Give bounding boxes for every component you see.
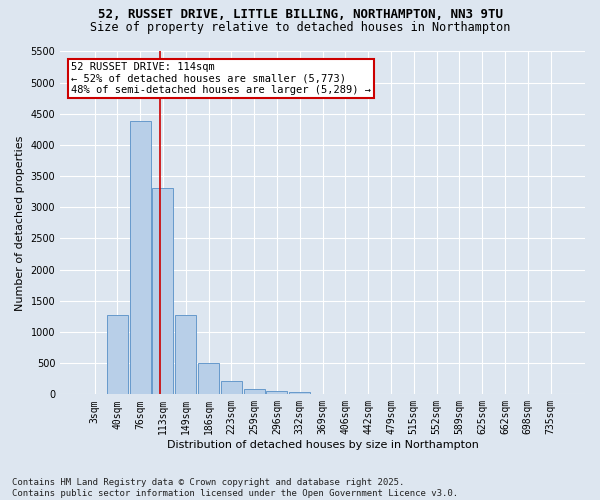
Bar	[244, 388, 265, 394]
Bar	[152, 188, 173, 394]
Bar	[266, 391, 287, 394]
Bar	[198, 363, 219, 394]
Bar	[289, 392, 310, 394]
Text: Size of property relative to detached houses in Northampton: Size of property relative to detached ho…	[90, 21, 510, 34]
Text: Contains HM Land Registry data © Crown copyright and database right 2025.
Contai: Contains HM Land Registry data © Crown c…	[12, 478, 458, 498]
Bar	[221, 381, 242, 394]
Bar	[107, 315, 128, 394]
X-axis label: Distribution of detached houses by size in Northampton: Distribution of detached houses by size …	[167, 440, 479, 450]
Text: 52, RUSSET DRIVE, LITTLE BILLING, NORTHAMPTON, NN3 9TU: 52, RUSSET DRIVE, LITTLE BILLING, NORTHA…	[97, 8, 503, 20]
Bar	[175, 314, 196, 394]
Y-axis label: Number of detached properties: Number of detached properties	[15, 135, 25, 310]
Text: 52 RUSSET DRIVE: 114sqm
← 52% of detached houses are smaller (5,773)
48% of semi: 52 RUSSET DRIVE: 114sqm ← 52% of detache…	[71, 62, 371, 95]
Bar	[130, 122, 151, 394]
